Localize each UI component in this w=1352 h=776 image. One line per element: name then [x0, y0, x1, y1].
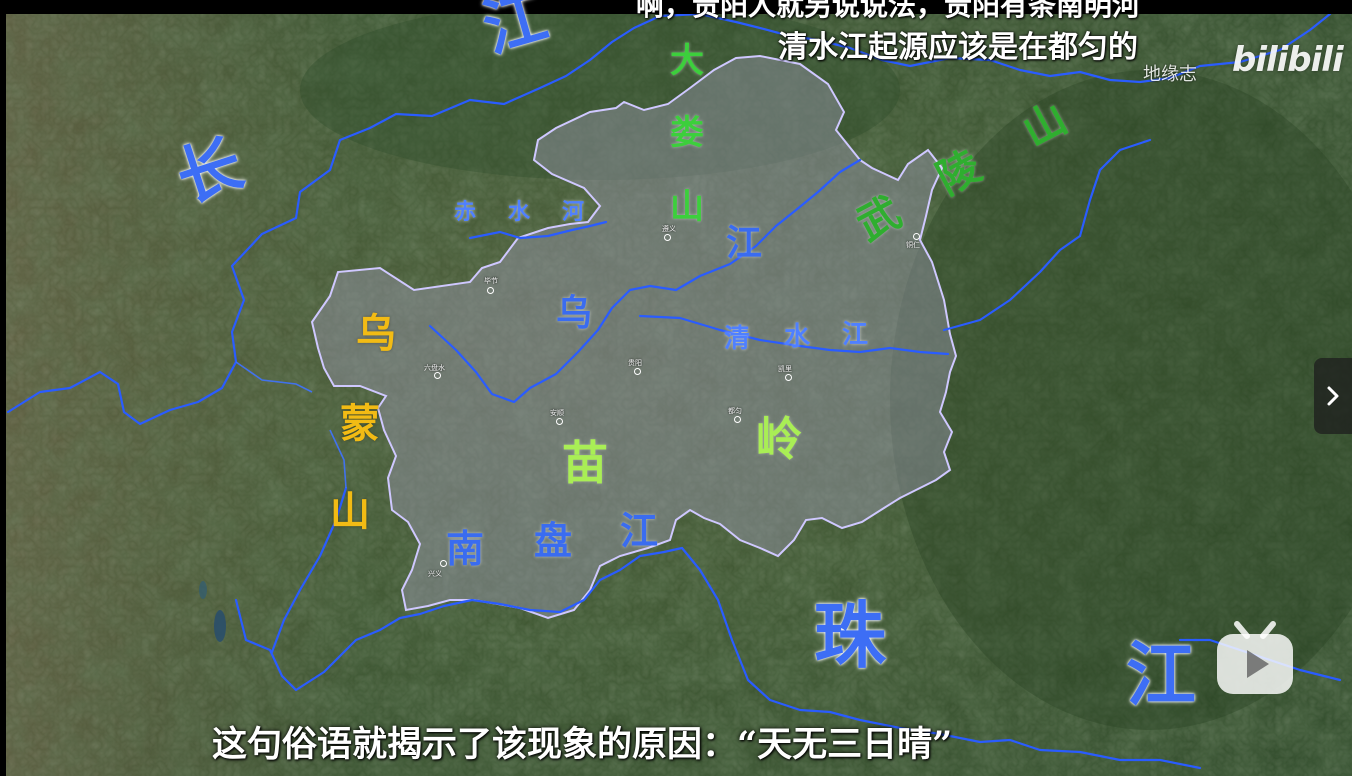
label-nanpan-1: 南	[446, 527, 485, 571]
label-nanpan-3: 江	[620, 509, 659, 553]
label-miaoling-2: 岭	[756, 412, 802, 466]
label-nanpan-2: 盘	[534, 519, 573, 563]
channel-watermark: 地缘志	[1143, 64, 1197, 85]
label-dalou-2: 娄	[670, 113, 704, 153]
city-anshun: 安顺	[550, 409, 564, 417]
label-wumeng-1: 乌	[356, 311, 396, 357]
letterbox-top	[0, 0, 1352, 14]
city-dot	[634, 368, 641, 375]
label-jiang-br: 江	[1126, 634, 1196, 716]
letterbox-left	[0, 0, 6, 776]
label-chishui-1: 赤	[454, 200, 477, 225]
label-zhu: 珠	[814, 594, 887, 678]
subtitle-line-2: 清水江起源应该是在都匀的	[778, 30, 1138, 65]
city-dot	[913, 233, 920, 240]
city-dot	[487, 287, 494, 294]
caption-bottom: 这句俗语就揭示了该现象的原因：“天无三日晴”	[212, 724, 953, 765]
subtitle-line-1: 啊，贵阳人就另说说法，贵阳有条南明河	[636, 0, 1141, 22]
city-xingyi: 兴义	[428, 570, 442, 578]
label-chishui-2: 水	[508, 200, 531, 225]
city-dot	[434, 372, 441, 379]
city-dot	[440, 560, 447, 567]
city-dot	[556, 418, 563, 425]
city-dot	[664, 234, 671, 241]
guizhou-region	[310, 54, 958, 620]
label-wujiang-2: 江	[726, 223, 763, 264]
city-liupanshui: 六盘水	[424, 364, 445, 372]
city-bijie: 毕节	[484, 277, 498, 285]
label-dalou-1: 大	[670, 41, 704, 81]
label-wujiang-1: 乌	[556, 293, 593, 334]
label-chishui-3: 河	[562, 200, 585, 225]
city-dot	[734, 416, 741, 423]
city-guiyang: 贵阳	[628, 359, 642, 367]
city-tongren: 铜仁	[906, 241, 920, 249]
lake	[214, 610, 226, 642]
bilibili-logo: bilibili	[1232, 40, 1344, 80]
label-qingshui-2: 水	[784, 322, 811, 352]
lake	[199, 581, 207, 599]
label-wumeng-2: 蒙	[340, 401, 380, 447]
bilibili-tv-play-icon	[1217, 621, 1293, 694]
label-dalou-3: 山	[670, 187, 704, 227]
city-zunyi: 遵义	[662, 225, 676, 233]
label-qingshui-3: 江	[842, 320, 869, 350]
label-miaoling-1: 苗	[562, 436, 608, 490]
city-kaili: 凯里	[778, 365, 792, 373]
next-button[interactable]	[1314, 358, 1352, 434]
label-qingshui-1: 清	[724, 324, 751, 354]
city-dot	[785, 374, 792, 381]
label-wumeng-3: 山	[330, 489, 370, 535]
chevron-right-icon	[1327, 386, 1339, 406]
city-duyun: 都匀	[728, 407, 742, 415]
bilibili-tv-button[interactable]	[1213, 618, 1297, 698]
